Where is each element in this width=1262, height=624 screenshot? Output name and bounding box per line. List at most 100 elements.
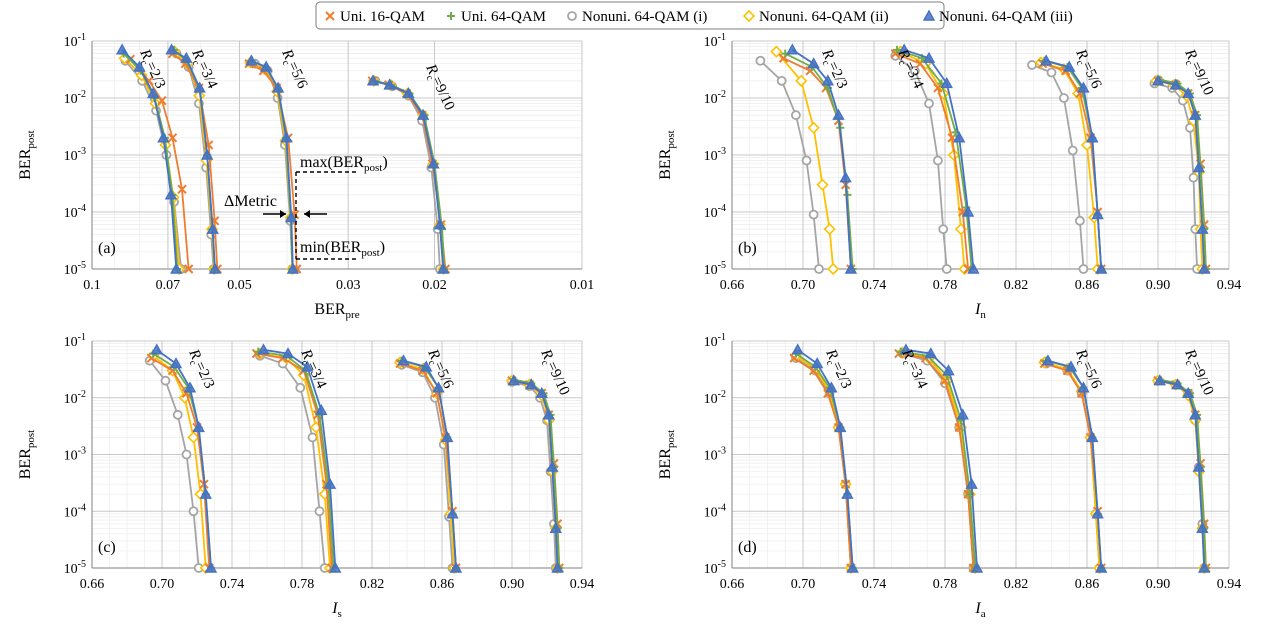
- data-point-n3: [1171, 378, 1184, 390]
- data-point-n3: [397, 354, 410, 366]
- y-tick-label: 10-5: [704, 559, 726, 577]
- panel-c: 10-1 10-2 10-3 10-4 10-50.66 0.70 0.74 0.78 0.82…: [17, 332, 594, 620]
- y-tick-label: 10-1: [704, 332, 726, 350]
- data-point-n3: [180, 51, 193, 63]
- data-point-n3: [446, 507, 459, 519]
- series-line-n3: [903, 48, 975, 270]
- data-point-n1: [172, 409, 183, 420]
- panel-a: 10-1 10-2 10-3 10-4 10-50.1 0.07 0.05 0.03 0.02 0…: [17, 32, 594, 321]
- panel-label: (d): [738, 539, 757, 556]
- data-point-n1: [941, 264, 952, 274]
- data-point-n3: [940, 77, 953, 89]
- legend: Uni. 16-QAM Uni. 64-QAM Nonuni. 64-QAM (i)…: [315, 1, 1073, 30]
- series-line-u64: [900, 350, 977, 569]
- legend-label: Nonuni. 64-QAM (iii): [939, 9, 1073, 25]
- y-tick-label: 10-2: [64, 389, 86, 407]
- x-tick-label: 0.78: [933, 278, 958, 293]
- y-axis-label: BERpost: [657, 130, 677, 179]
- legend-triangle-mark: [922, 9, 936, 21]
- data-point-n1: [160, 375, 171, 386]
- series-line-n3: [797, 349, 854, 569]
- data-point-n3: [436, 262, 450, 274]
- rate-group-2-3: [144, 343, 218, 575]
- min-ber-label: min(BERpost): [300, 239, 385, 259]
- y-tick-label: 10-1: [64, 32, 86, 50]
- data-point-n3: [208, 262, 222, 274]
- y-tick-label: 10-2: [704, 89, 726, 107]
- data-point-n1: [938, 224, 949, 235]
- max-ber-label: max(BERpost): [300, 154, 388, 174]
- data-point-n2: [816, 178, 829, 191]
- data-point-n1: [1059, 93, 1069, 103]
- data-point-n3: [922, 51, 936, 63]
- x-tick-label: 0.01: [570, 278, 595, 293]
- x-tick-label: 0.94: [1217, 577, 1242, 592]
- data-point-n1: [1188, 172, 1199, 183]
- data-point-n3: [420, 360, 433, 372]
- x-axis-label: BERpre: [314, 301, 359, 321]
- legend-label: Nonuni. 64-QAM (ii): [759, 9, 889, 25]
- y-tick-label: 10-1: [64, 332, 86, 350]
- legend-entry-u64: Uni. 64-QAM: [447, 9, 546, 25]
- data-point-n2: [135, 69, 148, 82]
- y-tick-label: 10-4: [64, 502, 86, 520]
- series-line-u16: [256, 352, 333, 569]
- data-point-n3: [1169, 78, 1182, 90]
- data-point-n3: [193, 81, 206, 93]
- rate-group-5-6: [244, 54, 302, 276]
- y-axis-label: BERpost: [17, 130, 37, 179]
- data-point-n3: [164, 188, 178, 200]
- data-point-n3: [807, 57, 820, 69]
- data-point-n2: [823, 223, 836, 236]
- data-point-n3: [427, 157, 440, 169]
- panel-label: (c): [98, 539, 116, 556]
- data-point-n3: [281, 347, 295, 359]
- x-tick-label: 0.66: [720, 577, 745, 592]
- data-point-n3: [1197, 561, 1211, 573]
- rate-group-9-10: [1149, 74, 1211, 276]
- data-point-n3: [1064, 360, 1078, 372]
- data-point-n3: [301, 360, 314, 372]
- data-point-n3: [942, 364, 955, 376]
- data-point-n3: [1091, 507, 1104, 519]
- panels: 10-110-210-310-410-50.1 0.07 0.05 0.03 0.02 0…: [17, 32, 1241, 620]
- x-tick-label: 0.03: [336, 278, 361, 293]
- x-tick-label: 0.66: [720, 278, 745, 293]
- rate-group-9-10: [505, 374, 564, 575]
- y-tick-label: 10-5: [704, 260, 726, 278]
- series-line-n3: [156, 349, 212, 569]
- data-point-n3: [1196, 222, 1209, 234]
- series-line-n3: [1047, 359, 1103, 569]
- data-point-n1: [924, 98, 934, 109]
- legend-diamond-mark: [742, 9, 756, 23]
- data-point-n3: [967, 262, 980, 274]
- data-point-n2: [827, 262, 840, 276]
- data-point-n3: [204, 561, 218, 573]
- data-point-n1: [295, 382, 306, 393]
- panel-label: (b): [738, 240, 757, 257]
- legend-entry-n1: Nonuni. 64-QAM (i): [567, 9, 707, 25]
- legend-box: [315, 1, 945, 30]
- rate-group-5-6: [393, 354, 463, 575]
- data-point-n3: [507, 374, 520, 386]
- data-point-n3: [329, 561, 342, 573]
- data-point-n3: [1197, 262, 1211, 274]
- rate-group-2-3: [789, 343, 859, 575]
- rate-group-3-4: [894, 343, 984, 575]
- data-point-n3: [206, 222, 219, 234]
- x-tick-label: 0.90: [500, 577, 525, 592]
- series-line-n3: [263, 348, 337, 569]
- data-point-n3: [546, 460, 559, 472]
- y-tick-label: 10-3: [704, 146, 726, 164]
- x-axis-label: Is: [331, 600, 342, 620]
- series-line-u64: [784, 52, 854, 270]
- data-point-n3: [956, 408, 969, 420]
- legend-entry-n3: Nonuni. 64-QAM (iii): [922, 9, 1073, 25]
- data-point-n1: [808, 209, 819, 220]
- panel-b: 10-1 10-2 10-3 10-4 10-50.66 0.70 0.74 0.78 0.82…: [657, 32, 1241, 321]
- y-tick-label: 10-4: [704, 203, 726, 221]
- series-line-n2: [775, 51, 835, 270]
- data-point-n3: [323, 477, 337, 489]
- data-point-n3: [834, 420, 847, 433]
- data-point-n1: [814, 264, 824, 274]
